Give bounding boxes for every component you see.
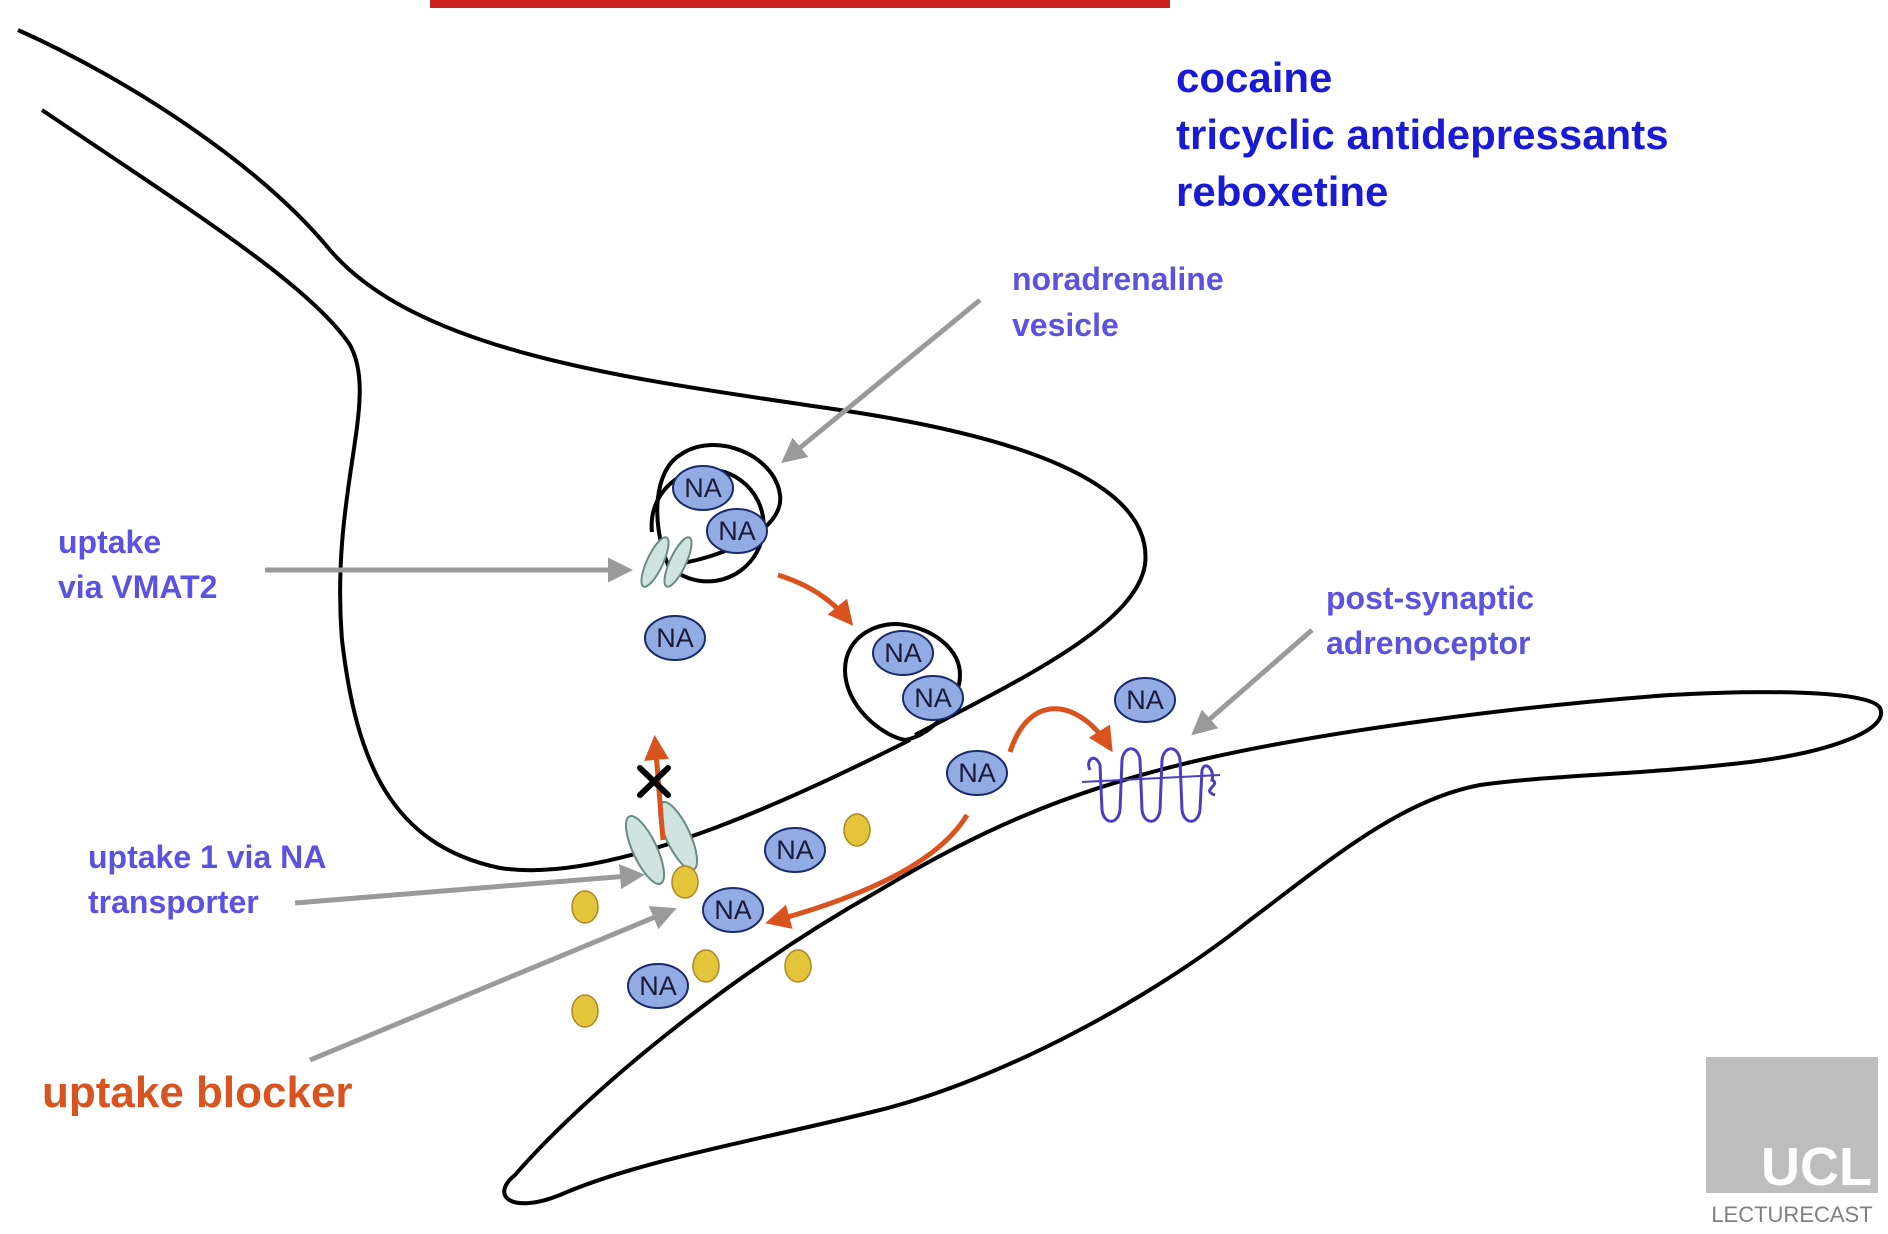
na-molecule: NA (644, 615, 706, 661)
drug-cocaine: cocaine (1176, 54, 1332, 101)
na-label: NA (914, 683, 952, 713)
na-label: NA (776, 835, 814, 865)
receptor-label-arrow (1191, 628, 1314, 736)
blocker-label-arrow (309, 906, 677, 1063)
adrenoceptor-icon (1087, 747, 1217, 823)
transporter-label-line2: transporter (88, 884, 259, 920)
na-label: NA (684, 473, 722, 503)
transporter-label-arrow (294, 864, 645, 906)
blocker-dot (671, 865, 699, 899)
receptor-label-line2: adrenoceptor (1326, 625, 1530, 661)
vesicle-transfer-arrow (777, 572, 854, 626)
reuptake-arrow (765, 813, 970, 929)
vmat-label: uptake via VMAT2 (58, 524, 217, 605)
block-x-icon (637, 765, 671, 798)
uptake-blocker-molecules (571, 813, 871, 1028)
na-molecule: NA (946, 750, 1008, 796)
na-label: NA (714, 895, 752, 925)
na-molecule: NA (1114, 677, 1176, 723)
vesicle-label: noradrenaline vesicle (1012, 261, 1224, 343)
vesicle-upper-membrane (649, 467, 766, 584)
blocker-dot (692, 949, 720, 983)
vmat-label-line1: uptake (58, 524, 161, 560)
ucl-logo: UCL (1761, 1137, 1872, 1197)
na-molecule: NA (706, 508, 768, 554)
na-label: NA (1126, 685, 1164, 715)
na-transporter-left (624, 815, 666, 885)
na-molecule: NA (702, 887, 764, 933)
postsynaptic-cell (502, 690, 1884, 1206)
na-label: NA (718, 516, 756, 546)
receptor-label: post-synaptic adrenoceptor (1326, 580, 1534, 661)
vesicle-label-line2: vesicle (1012, 307, 1119, 343)
vesicle-label-arrow (781, 298, 982, 464)
na-molecule: NA (672, 465, 734, 511)
uptake-blocker-label: uptake blocker (42, 1068, 353, 1117)
presynaptic-terminal-inner (17, 28, 1148, 737)
na-label: NA (639, 971, 677, 1001)
na-molecule: NA (902, 675, 964, 721)
na-molecule: NA (872, 630, 934, 676)
receptor-binding-arrow (1007, 706, 1113, 753)
vmat2-transporter-right (663, 536, 693, 588)
drug-reboxetine: reboxetine (1176, 168, 1388, 215)
vesicle-label-line1: noradrenaline (1012, 261, 1224, 297)
vmat2-transporter-left (640, 536, 670, 588)
blocker-dot (571, 994, 599, 1028)
title-remnant (430, 0, 1170, 8)
na-label: NA (958, 758, 996, 788)
watermark-box (1706, 1057, 1878, 1193)
vmat-label-line2: via VMAT2 (58, 569, 217, 605)
blocker-dot (784, 949, 812, 983)
na-molecule: NA (627, 963, 689, 1009)
lecturecast-watermark: UCL LECTURECAST (1706, 1057, 1878, 1227)
drug-list: cocaine tricyclic antidepressants reboxe… (1176, 54, 1669, 215)
blocker-dot (571, 890, 599, 924)
drug-tricyclic: tricyclic antidepressants (1176, 111, 1669, 158)
transporter-label-line1: uptake 1 via NA (88, 839, 326, 875)
na-label: NA (656, 623, 694, 653)
adrenoceptor-membrane (1081, 774, 1221, 783)
na-label: NA (884, 638, 922, 668)
blocker-dot (843, 813, 871, 847)
receptor-label-line1: post-synaptic (1326, 580, 1534, 616)
transporter-label: uptake 1 via NA transporter (88, 839, 326, 920)
na-molecule: NA (764, 827, 826, 873)
watermark-caption: LECTURECAST (1711, 1202, 1872, 1227)
